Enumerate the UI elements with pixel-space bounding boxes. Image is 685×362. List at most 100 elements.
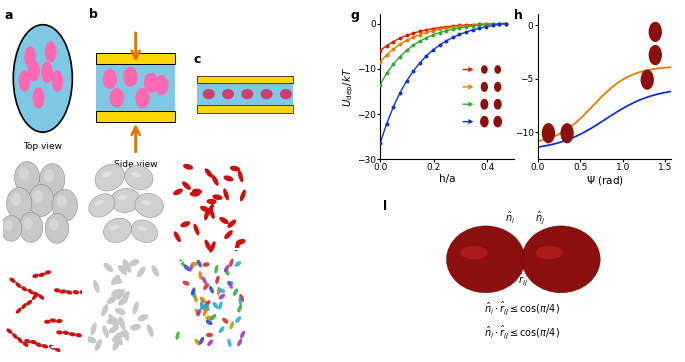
Circle shape (28, 60, 40, 81)
Ellipse shape (197, 260, 202, 268)
Circle shape (33, 190, 43, 203)
Text: j: j (91, 259, 95, 269)
Ellipse shape (235, 316, 241, 323)
Text: Side view: Side view (114, 160, 158, 169)
Circle shape (135, 88, 149, 108)
Ellipse shape (36, 342, 42, 347)
Text: $\hat{n}_i \cdot \hat{r}_{ij} \leq \cos(\pi/4)$: $\hat{n}_i \cdot \hat{r}_{ij} \leq \cos(… (484, 299, 560, 317)
Text: f: f (175, 161, 180, 172)
Ellipse shape (191, 287, 195, 296)
Y-axis label: $U_{\rm dep}/kT$: $U_{\rm dep}/kT$ (341, 67, 356, 107)
Ellipse shape (222, 89, 234, 99)
Ellipse shape (102, 325, 109, 338)
Ellipse shape (38, 294, 45, 300)
Ellipse shape (235, 240, 240, 251)
Ellipse shape (95, 200, 103, 206)
Ellipse shape (200, 206, 210, 212)
Ellipse shape (206, 199, 216, 204)
Ellipse shape (237, 338, 242, 346)
Ellipse shape (210, 314, 216, 320)
Ellipse shape (194, 294, 197, 303)
Ellipse shape (560, 123, 574, 143)
Ellipse shape (147, 324, 153, 337)
Circle shape (51, 70, 63, 92)
Ellipse shape (79, 290, 86, 294)
Ellipse shape (192, 290, 196, 298)
Ellipse shape (209, 207, 214, 219)
Circle shape (123, 67, 138, 87)
Ellipse shape (33, 292, 39, 296)
Ellipse shape (481, 65, 488, 74)
Ellipse shape (195, 309, 200, 316)
Ellipse shape (229, 321, 234, 329)
Ellipse shape (241, 89, 253, 99)
Ellipse shape (17, 337, 23, 343)
Ellipse shape (111, 289, 122, 296)
Ellipse shape (32, 274, 39, 278)
Ellipse shape (62, 331, 69, 335)
Text: g: g (351, 9, 360, 22)
Ellipse shape (460, 246, 488, 259)
Ellipse shape (493, 116, 502, 127)
Ellipse shape (45, 270, 51, 275)
Ellipse shape (101, 304, 108, 316)
Text: k: k (175, 259, 182, 269)
Text: c: c (193, 53, 201, 66)
Text: i: i (7, 259, 10, 269)
Circle shape (1, 215, 21, 241)
Ellipse shape (203, 89, 214, 99)
Ellipse shape (131, 172, 141, 177)
Ellipse shape (536, 246, 563, 259)
Ellipse shape (66, 290, 73, 295)
Ellipse shape (184, 264, 190, 271)
Ellipse shape (197, 308, 201, 316)
Text: a: a (5, 9, 13, 21)
Ellipse shape (219, 217, 229, 224)
Ellipse shape (21, 286, 27, 291)
Circle shape (19, 167, 29, 180)
Ellipse shape (230, 166, 240, 172)
Ellipse shape (69, 332, 75, 336)
Ellipse shape (480, 99, 488, 110)
Ellipse shape (112, 278, 123, 284)
Bar (96, 64, 175, 111)
Ellipse shape (522, 226, 600, 293)
Ellipse shape (95, 339, 102, 351)
Text: e: e (91, 161, 99, 172)
Ellipse shape (480, 116, 488, 127)
Ellipse shape (56, 319, 62, 323)
Ellipse shape (182, 181, 191, 190)
Ellipse shape (200, 303, 205, 311)
Ellipse shape (237, 304, 242, 312)
Bar (197, 83, 293, 105)
Circle shape (14, 161, 40, 193)
Ellipse shape (123, 262, 132, 273)
Ellipse shape (203, 262, 210, 267)
Ellipse shape (206, 320, 212, 325)
Ellipse shape (190, 191, 200, 197)
Ellipse shape (240, 189, 246, 201)
Ellipse shape (222, 318, 228, 324)
Ellipse shape (200, 297, 206, 303)
Ellipse shape (239, 294, 244, 302)
Ellipse shape (189, 264, 193, 272)
Bar (197, 105, 293, 113)
Ellipse shape (224, 230, 233, 239)
Ellipse shape (137, 226, 147, 231)
Ellipse shape (129, 259, 139, 266)
Ellipse shape (204, 208, 210, 220)
Ellipse shape (179, 259, 185, 267)
Ellipse shape (236, 239, 246, 245)
Ellipse shape (111, 275, 120, 285)
Ellipse shape (10, 278, 16, 283)
Ellipse shape (27, 289, 34, 294)
Ellipse shape (212, 194, 223, 200)
Ellipse shape (123, 259, 130, 271)
Ellipse shape (86, 336, 97, 343)
Ellipse shape (122, 291, 129, 303)
Ellipse shape (117, 195, 127, 200)
Ellipse shape (494, 82, 501, 92)
Ellipse shape (240, 331, 245, 338)
Ellipse shape (542, 123, 555, 143)
Circle shape (57, 195, 66, 208)
